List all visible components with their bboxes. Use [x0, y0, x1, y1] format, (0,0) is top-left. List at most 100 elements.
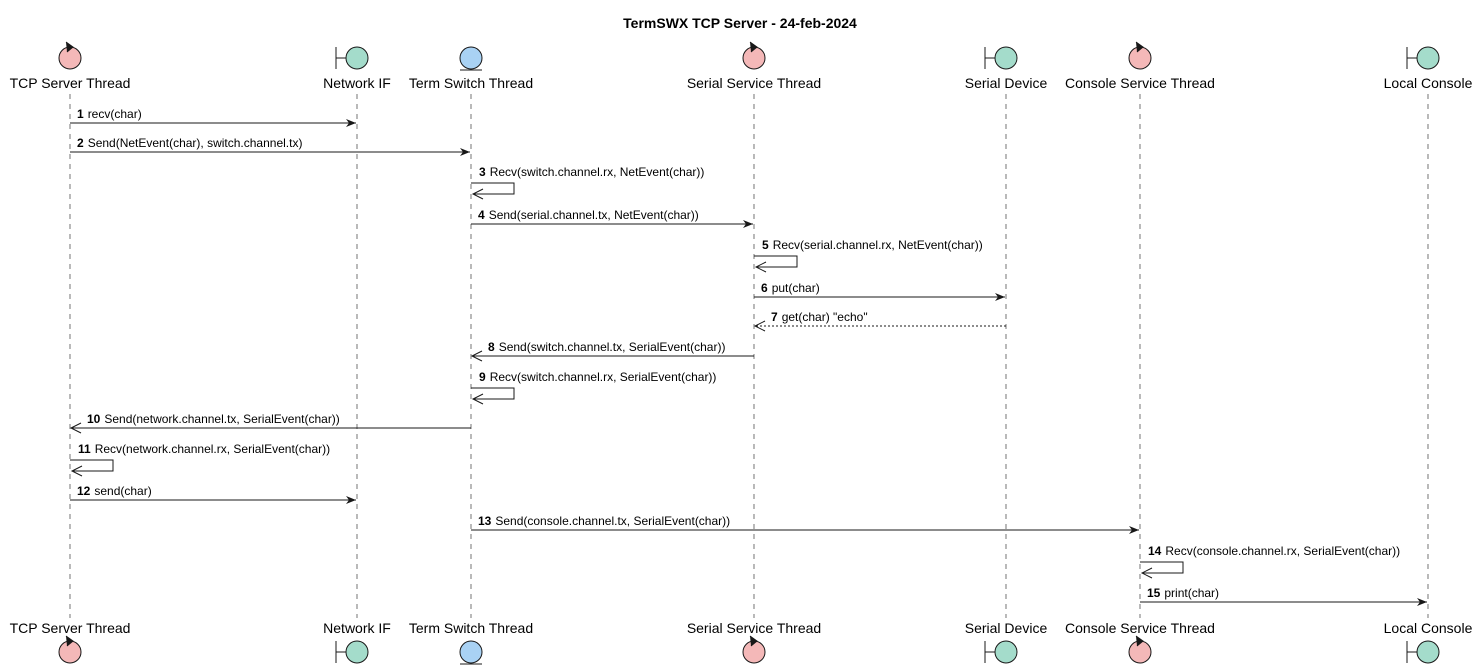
control-icon — [1128, 41, 1152, 70]
participant-con-bottom: Console Service Thread — [1065, 620, 1215, 664]
message-label: 2 Send(NetEvent(char), switch.channel.tx) — [77, 136, 302, 150]
message-text: Send(switch.channel.tx, SerialEvent(char… — [499, 340, 726, 354]
self-message-arrow — [754, 255, 798, 268]
message-number: 11 — [78, 442, 91, 456]
arrowhead — [460, 148, 470, 156]
message-number: 6 — [761, 281, 768, 295]
control-icon — [58, 635, 82, 664]
message-9: 9 Recv(switch.channel.rx, SerialEvent(cha… — [471, 370, 716, 405]
message-8: 8 Send(switch.channel.tx, SerialEvent(cha… — [470, 340, 754, 362]
arrowhead — [1129, 526, 1139, 534]
arrowhead — [346, 496, 356, 504]
arrowhead — [753, 320, 766, 332]
participant-ser-bottom: Serial Service Thread — [687, 620, 821, 664]
message-text: print(char) — [1164, 586, 1219, 600]
message-text: put(char) — [772, 281, 820, 295]
message-7: 7 get(char) "echo" — [753, 310, 1006, 332]
self-message-arrow — [1140, 561, 1184, 574]
participant-con-top: Console Service Thread — [1065, 41, 1215, 91]
entity-icon — [459, 640, 483, 665]
self-message-arrow — [471, 182, 515, 195]
message-label: 13 Send(console.channel.tx, SerialEvent(c… — [478, 514, 730, 528]
message-1: 1 recv(char) — [70, 107, 356, 127]
message-label: 6 put(char) — [761, 281, 820, 295]
message-number: 2 — [77, 136, 84, 150]
arrowhead — [1140, 567, 1153, 579]
participant-name: Serial Service Thread — [687, 75, 821, 91]
message-12: 12 send(char) — [70, 484, 356, 504]
message-label: 12 send(char) — [77, 484, 152, 498]
control-icon — [58, 41, 82, 70]
boundary-icon — [984, 640, 1018, 664]
messages: 1 recv(char) 2 Send(NetEvent(char), switch.… — [69, 107, 1427, 606]
control-icon — [742, 635, 766, 664]
message-label: 7 get(char) "echo" — [771, 310, 868, 324]
message-text: Send(NetEvent(char), switch.channel.tx) — [88, 136, 303, 150]
message-text: get(char) "echo" — [782, 310, 868, 324]
boundary-icon — [335, 46, 369, 70]
message-2: 2 Send(NetEvent(char), switch.channel.tx) — [70, 136, 470, 156]
participant-name: Serial Device — [965, 75, 1048, 91]
participant-ser-top: Serial Service Thread — [687, 41, 821, 91]
message-label: 5 Recv(serial.channel.rx, NetEvent(char)) — [762, 238, 983, 252]
participant-name: Serial Service Thread — [687, 620, 821, 636]
message-text: Send(network.channel.tx, SerialEvent(cha… — [104, 412, 339, 426]
self-message-arrow — [70, 459, 114, 472]
participant-net-top: Network IF — [323, 46, 391, 91]
participant-loc-top: Local Console — [1384, 46, 1473, 91]
self-message-arrow — [471, 387, 515, 400]
message-6: 6 put(char) — [754, 281, 1005, 301]
arrowhead — [995, 293, 1005, 301]
arrowhead — [70, 465, 83, 477]
message-label: 3 Recv(switch.channel.rx, NetEvent(char)) — [479, 165, 704, 179]
message-text: Recv(serial.channel.rx, NetEvent(char)) — [773, 238, 983, 252]
message-label: 4 Send(serial.channel.tx, NetEvent(char)) — [478, 208, 699, 222]
participant-name: Network IF — [323, 75, 391, 91]
participants: TCP Server Thread TCP Server Thread Networ… — [10, 41, 1473, 665]
participant-net-bottom: Network IF — [323, 620, 391, 664]
arrowhead — [743, 220, 753, 228]
message-number: 13 — [478, 514, 492, 528]
arrowhead — [1417, 598, 1427, 606]
arrowhead — [346, 119, 356, 127]
message-label: 11 Recv(network.channel.rx, SerialEvent(c… — [78, 442, 330, 456]
control-icon — [742, 41, 766, 70]
participant-loc-bottom: Local Console — [1384, 620, 1473, 664]
message-label: 15 print(char) — [1147, 586, 1219, 600]
message-number: 4 — [478, 208, 485, 222]
message-label: 8 Send(switch.channel.tx, SerialEvent(cha… — [488, 340, 725, 354]
boundary-icon — [335, 640, 369, 664]
message-label: 1 recv(char) — [77, 107, 142, 121]
boundary-icon — [1406, 46, 1440, 70]
arrowhead — [471, 393, 484, 405]
boundary-icon — [1406, 640, 1440, 664]
message-number: 8 — [488, 340, 495, 354]
participant-name: Term Switch Thread — [409, 75, 533, 91]
message-number: 7 — [771, 310, 778, 324]
message-label: 9 Recv(switch.channel.rx, SerialEvent(cha… — [479, 370, 716, 384]
participant-name: TCP Server Thread — [10, 75, 131, 91]
message-4: 4 Send(serial.channel.tx, NetEvent(char)) — [471, 208, 753, 228]
participant-name: Console Service Thread — [1065, 75, 1215, 91]
boundary-icon — [984, 46, 1018, 70]
message-text: Send(serial.channel.tx, NetEvent(char)) — [489, 208, 699, 222]
message-10: 10 Send(network.channel.tx, SerialEvent(c… — [69, 412, 471, 434]
message-label: 14 Recv(console.channel.rx, SerialEvent(c… — [1148, 544, 1400, 558]
arrowhead — [69, 422, 82, 434]
participant-dev-top: Serial Device — [965, 46, 1048, 91]
participant-name: Serial Device — [965, 620, 1048, 636]
participant-tcp-top: TCP Server Thread — [10, 41, 131, 91]
participant-name: Console Service Thread — [1065, 620, 1215, 636]
control-icon — [1128, 635, 1152, 664]
message-3: 3 Recv(switch.channel.rx, NetEvent(char)) — [471, 165, 704, 200]
participant-sw-top: Term Switch Thread — [409, 46, 533, 91]
arrowhead — [471, 188, 484, 200]
message-number: 9 — [479, 370, 486, 384]
participant-name: Network IF — [323, 620, 391, 636]
participant-name: TCP Server Thread — [10, 620, 131, 636]
message-text: Send(console.channel.tx, SerialEvent(cha… — [495, 514, 730, 528]
message-text: Recv(switch.channel.rx, SerialEvent(char… — [490, 370, 717, 384]
message-13: 13 Send(console.channel.tx, SerialEvent(c… — [471, 514, 1139, 534]
message-5: 5 Recv(serial.channel.rx, NetEvent(char)) — [754, 238, 983, 273]
participant-name: Local Console — [1384, 75, 1473, 91]
